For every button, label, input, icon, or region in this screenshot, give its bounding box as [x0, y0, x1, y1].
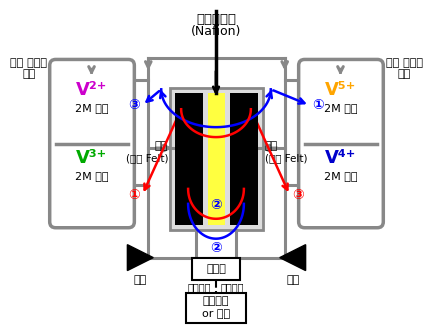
Text: (카론 Felt): (카론 Felt) — [265, 153, 307, 163]
FancyBboxPatch shape — [50, 60, 134, 228]
Bar — [170, 88, 263, 230]
Polygon shape — [127, 245, 153, 270]
Text: V⁵⁺: V⁵⁺ — [325, 81, 356, 99]
FancyBboxPatch shape — [299, 60, 383, 228]
Text: or 부하: or 부하 — [202, 309, 230, 319]
Text: 2M 황산: 2M 황산 — [324, 103, 357, 113]
Text: 인버터: 인버터 — [206, 263, 226, 273]
Text: 변전설비: 변전설비 — [203, 297, 229, 307]
Bar — [230, 93, 258, 225]
Text: ①: ① — [129, 188, 140, 202]
Bar — [175, 93, 203, 225]
Text: ②: ② — [210, 198, 222, 212]
Text: V³⁺: V³⁺ — [76, 149, 107, 167]
Text: ③: ③ — [129, 98, 140, 112]
Text: 2M 황산: 2M 황산 — [75, 171, 108, 181]
Text: 2M 황산: 2M 황산 — [75, 103, 108, 113]
Text: 양극: 양극 — [265, 141, 278, 151]
Text: 펜프: 펜프 — [134, 274, 147, 285]
Text: ②: ② — [210, 241, 222, 255]
Text: ③: ③ — [292, 188, 304, 202]
Text: 양극 전해액: 양극 전해액 — [386, 59, 423, 69]
Text: 2M 황산: 2M 황산 — [324, 171, 357, 181]
Text: (Nafion): (Nafion) — [191, 24, 241, 38]
Text: 야간저장: 야간저장 — [187, 282, 211, 293]
Text: V⁴⁺: V⁴⁺ — [325, 149, 356, 167]
Text: 음극: 음극 — [155, 141, 168, 151]
Bar — [186, 294, 246, 323]
Bar — [192, 258, 240, 279]
Text: ①: ① — [312, 98, 323, 112]
Text: 탱크: 탱크 — [397, 70, 411, 79]
Text: 이온교환막: 이온교환막 — [196, 13, 236, 25]
Text: 탱크: 탱크 — [22, 70, 36, 79]
Text: 펜프: 펜프 — [286, 274, 299, 285]
Bar — [208, 93, 225, 225]
Text: 음극 전해액: 음극 전해액 — [10, 59, 47, 69]
Text: (카론 Felt): (카론 Felt) — [126, 153, 168, 163]
Polygon shape — [280, 245, 306, 270]
Text: 주간방출: 주간방출 — [221, 282, 245, 293]
Text: V²⁺: V²⁺ — [76, 81, 107, 99]
